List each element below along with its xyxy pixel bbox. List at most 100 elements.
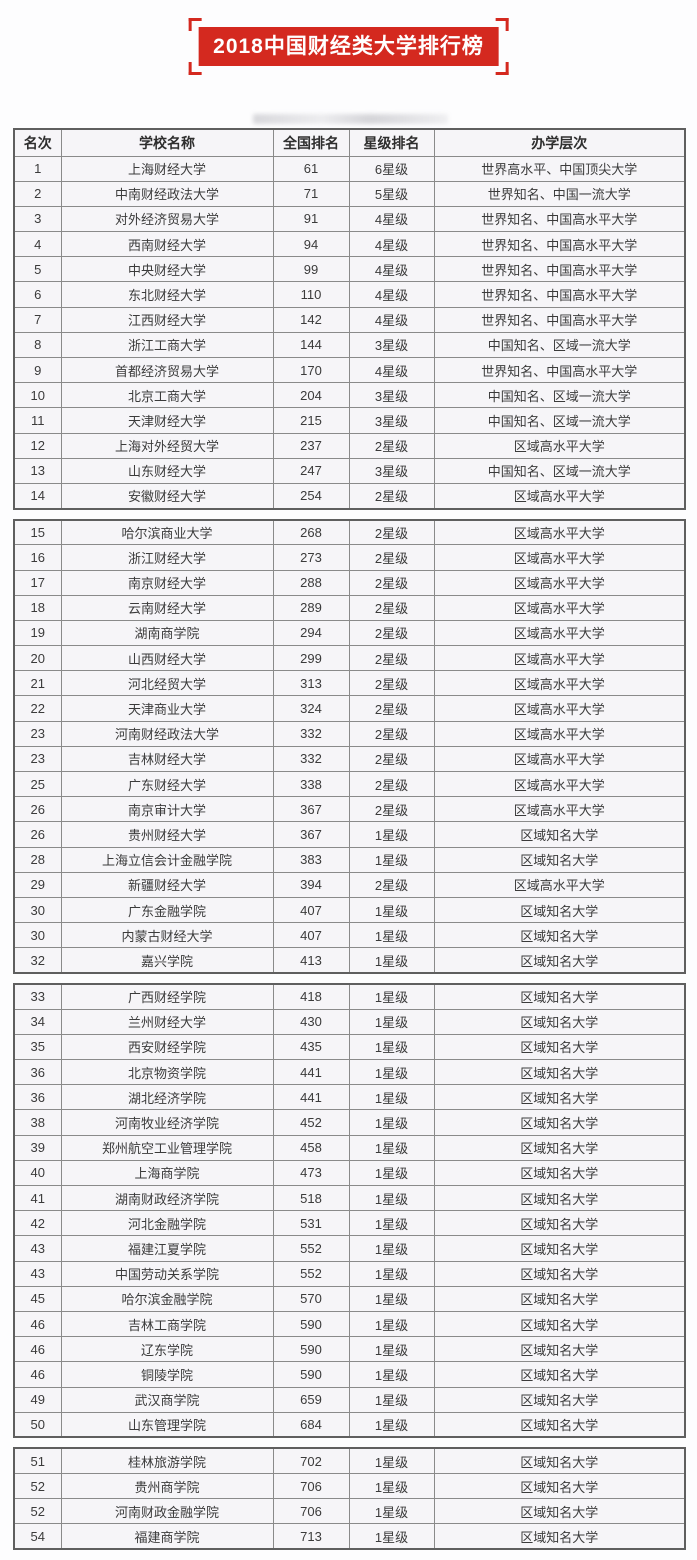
- tier-cell: 区域高水平大学: [433, 796, 686, 823]
- table-row: 50 山东管理学院 684 1星级 区域知名大学: [13, 1411, 686, 1438]
- national_rank-cell: 702: [272, 1447, 350, 1475]
- national_rank-cell: 552: [272, 1260, 350, 1287]
- rank-cell: 36: [13, 1059, 62, 1086]
- rank-cell: 8: [13, 331, 62, 359]
- rank-cell: 30: [13, 896, 62, 924]
- tier-cell: 区域知名大学: [433, 1134, 686, 1161]
- table-row: 9 首都经济贸易大学 170 4星级 世界知名、中国高水平大学: [13, 356, 686, 384]
- national_rank-cell: 367: [272, 821, 350, 848]
- tier-cell: 区域高水平大学: [433, 619, 686, 647]
- national_rank-cell: 706: [272, 1473, 350, 1500]
- school-cell: 山东财经大学: [60, 457, 274, 484]
- school-cell: 天津财经大学: [60, 407, 274, 434]
- rank-cell: 52: [13, 1473, 62, 1500]
- column-header-tier: 办学层次: [433, 128, 686, 157]
- star_rating-cell: 1星级: [348, 1523, 435, 1550]
- national_rank-cell: 247: [272, 457, 350, 484]
- school-cell: 河南财经政法大学: [60, 720, 274, 747]
- rank-cell: 25: [13, 770, 62, 798]
- star_rating-cell: 3星级: [348, 331, 435, 359]
- column-header-national_rank: 全国排名: [272, 128, 350, 157]
- rank-cell: 43: [13, 1235, 62, 1262]
- school-cell: 湖北经济学院: [60, 1084, 274, 1111]
- table-row: 17 南京财经大学 288 2星级 区域高水平大学: [13, 569, 686, 596]
- tier-cell: 区域知名大学: [433, 1235, 686, 1262]
- bracket-bottom-right-icon: [495, 62, 509, 75]
- national_rank-cell: 61: [272, 155, 350, 182]
- school-cell: 上海立信会计金融学院: [60, 846, 274, 873]
- column-header-school: 学校名称: [60, 128, 274, 157]
- national_rank-cell: 299: [272, 645, 350, 672]
- national_rank-cell: 430: [272, 1008, 350, 1035]
- rank-cell: 45: [13, 1285, 62, 1312]
- star_rating-cell: 1星级: [348, 1109, 435, 1136]
- rank-cell: 32: [13, 947, 62, 974]
- tier-cell: 区域高水平大学: [433, 594, 686, 621]
- school-cell: 中央财经大学: [60, 256, 274, 283]
- tier-cell: 世界高水平、中国顶尖大学: [433, 155, 686, 182]
- star_rating-cell: 1星级: [348, 1184, 435, 1212]
- star_rating-cell: 2星级: [348, 519, 435, 546]
- rank-cell: 16: [13, 544, 62, 571]
- tier-cell: 区域知名大学: [433, 947, 686, 974]
- rank-cell: 34: [13, 1008, 62, 1035]
- rank-cell: 13: [13, 457, 62, 484]
- table-row: 52 贵州商学院 706 1星级 区域知名大学: [13, 1473, 686, 1500]
- star_rating-cell: 1星级: [348, 821, 435, 848]
- table-row: 26 南京审计大学 367 2星级 区域高水平大学: [13, 796, 686, 823]
- national_rank-cell: 273: [272, 544, 350, 571]
- rank-cell: 18: [13, 594, 62, 621]
- tier-cell: 区域高水平大学: [433, 569, 686, 596]
- table-row: 21 河北经贸大学 313 2星级 区域高水平大学: [13, 670, 686, 697]
- table-row: 36 北京物资学院 441 1星级 区域知名大学: [13, 1059, 686, 1086]
- school-cell: 首都经济贸易大学: [60, 356, 274, 384]
- star_rating-cell: 2星级: [348, 482, 435, 510]
- national_rank-cell: 659: [272, 1386, 350, 1413]
- rank-cell: 52: [13, 1498, 62, 1525]
- rank-cell: 39: [13, 1134, 62, 1161]
- table-row: 15 哈尔滨商业大学 268 2星级 区域高水平大学: [13, 519, 686, 546]
- header-row: 名次 学校名称 全国排名 星级排名 办学层次: [13, 128, 686, 157]
- table-row: 41 湖南财政经济学院 518 1星级 区域知名大学: [13, 1184, 686, 1212]
- title-banner: 2018中国财经类大学排行榜: [188, 18, 509, 75]
- tier-cell: 区域知名大学: [433, 983, 686, 1010]
- rank-cell: 12: [13, 432, 62, 459]
- table-row: 43 福建江夏学院 552 1星级 区域知名大学: [13, 1235, 686, 1262]
- rank-cell: 23: [13, 745, 62, 773]
- star_rating-cell: 1星级: [348, 1285, 435, 1312]
- tier-cell: 区域高水平大学: [433, 871, 686, 898]
- star_rating-cell: 4星级: [348, 231, 435, 258]
- star_rating-cell: 1星级: [348, 846, 435, 873]
- tier-cell: 区域知名大学: [433, 1310, 686, 1338]
- table-row: 46 铜陵学院 590 1星级 区域知名大学: [13, 1361, 686, 1388]
- star_rating-cell: 2星级: [348, 645, 435, 672]
- table-row: 54 福建商学院 713 1星级 区域知名大学: [13, 1523, 686, 1550]
- tier-cell: 区域高水平大学: [433, 770, 686, 798]
- tier-cell: 区域知名大学: [433, 1260, 686, 1287]
- star_rating-cell: 1星级: [348, 1008, 435, 1035]
- national_rank-cell: 313: [272, 670, 350, 697]
- table-row: 51 桂林旅游学院 702 1星级 区域知名大学: [13, 1447, 686, 1475]
- star_rating-cell: 4星级: [348, 205, 435, 233]
- star_rating-cell: 1星级: [348, 1310, 435, 1338]
- tier-cell: 区域高水平大学: [433, 645, 686, 672]
- school-cell: 山西财经大学: [60, 645, 274, 672]
- tier-cell: 区域高水平大学: [433, 670, 686, 697]
- star_rating-cell: 1星级: [348, 983, 435, 1010]
- rank-cell: 26: [13, 796, 62, 823]
- national_rank-cell: 204: [272, 382, 350, 409]
- school-cell: 北京物资学院: [60, 1059, 274, 1086]
- tier-cell: 区域知名大学: [433, 1498, 686, 1525]
- star_rating-cell: 3星级: [348, 382, 435, 409]
- star_rating-cell: 1星级: [348, 1033, 435, 1061]
- rank-cell: 33: [13, 983, 62, 1010]
- school-cell: 贵州商学院: [60, 1473, 274, 1500]
- star_rating-cell: 3星级: [348, 457, 435, 484]
- national_rank-cell: 289: [272, 594, 350, 621]
- national_rank-cell: 394: [272, 871, 350, 898]
- rank-cell: 11: [13, 407, 62, 434]
- rank-cell: 19: [13, 619, 62, 647]
- star_rating-cell: 1星级: [348, 1411, 435, 1438]
- school-cell: 东北财经大学: [60, 281, 274, 308]
- rank-cell: 28: [13, 846, 62, 873]
